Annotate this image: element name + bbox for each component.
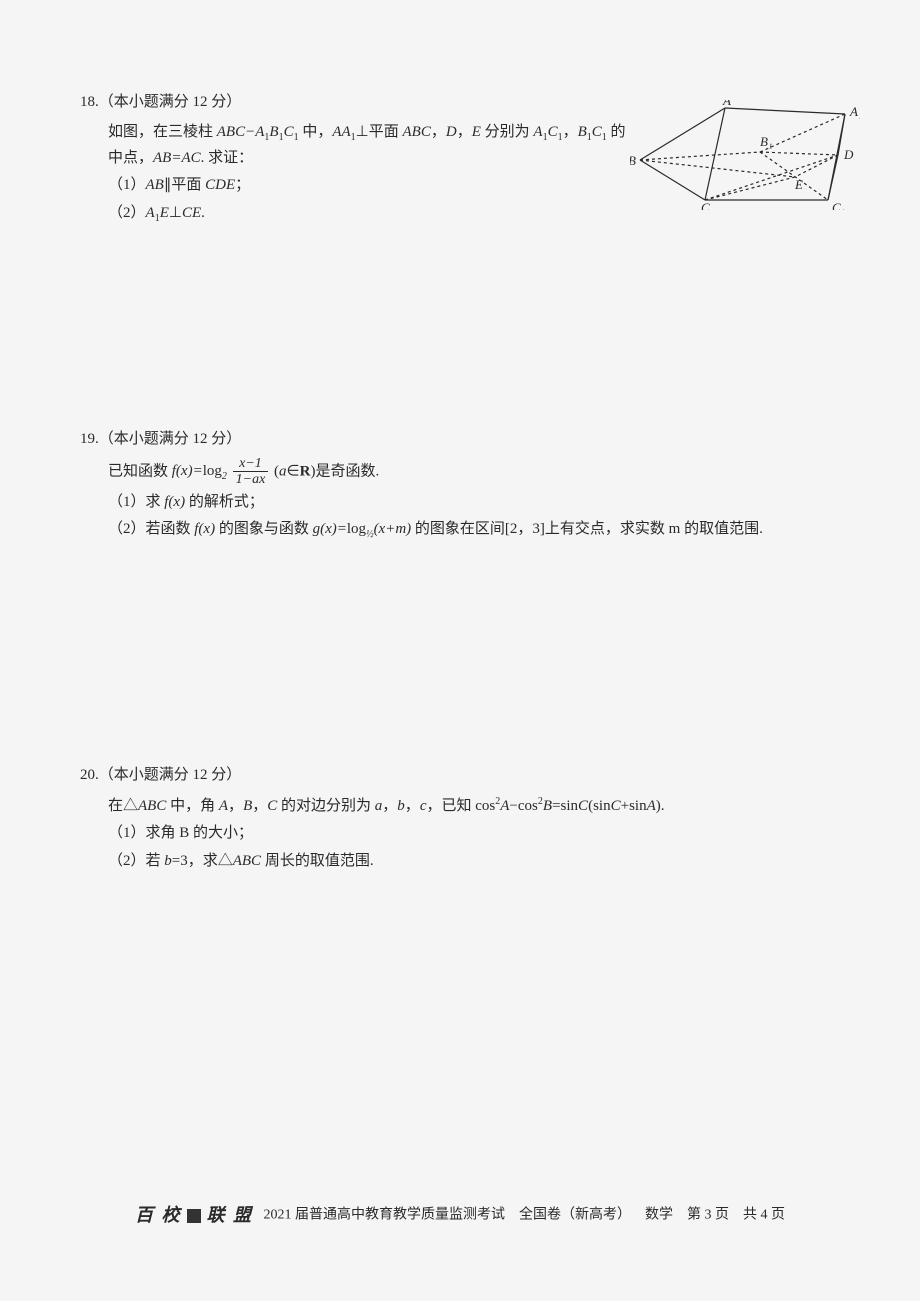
footer-icon: [187, 1209, 201, 1223]
problem-18-body: AA₁BB₁CC₁DE 如图，在三棱柱 ABC−A1B1C1 中，AA1⊥平面 …: [80, 120, 840, 227]
svg-text:A: A: [722, 100, 731, 108]
problem-18: 18.（本小题满分 12 分） AA₁BB₁CC₁DE 如图，在三棱柱 ABC−…: [80, 90, 840, 227]
score-label: （本小题满分 12 分）: [99, 431, 242, 447]
problem-19-statement: 已知函数 f(x)=log2 x−1 1−ax (a∈R)是奇函数.: [108, 456, 840, 488]
problem-19-body: 已知函数 f(x)=log2 x−1 1−ax (a∈R)是奇函数. （1）求 …: [80, 456, 840, 543]
page-footer: 百 校 联 盟 2021 届普通高中教育教学质量监测考试 全国卷（新高考） 数学…: [0, 1200, 920, 1231]
svg-text:C₁: C₁: [832, 200, 845, 210]
score-label: （本小题满分 12 分）: [99, 767, 242, 783]
func-g: g(x)=log½(x+m): [313, 521, 412, 537]
footer-paper-type: 全国卷（新高考）: [519, 1208, 631, 1223]
problem-19-part-2: （2）若函数 f(x) 的图象与函数 g(x)=log½(x+m) 的图象在区间…: [108, 517, 840, 543]
problem-number: 18.: [80, 94, 99, 110]
footer-subject: 数学: [645, 1208, 673, 1223]
problem-number: 20.: [80, 767, 99, 783]
footer-page-total: 共 4 页: [743, 1208, 785, 1223]
statement-suffix: (a∈R)是奇函数.: [274, 463, 379, 479]
problem-20-header: 20.（本小题满分 12 分）: [80, 763, 840, 789]
svg-text:E: E: [794, 177, 803, 192]
svg-text:D: D: [843, 147, 854, 162]
problem-number: 19.: [80, 431, 99, 447]
func-f: f(x)=log2: [172, 463, 227, 479]
footer-page-cur: 第 3 页: [687, 1208, 729, 1223]
prism-figure: A A₁ B B₁ C C₁ D E: [630, 100, 860, 210]
problem-20-part-1: （1）求角 B 的大小；: [108, 821, 840, 847]
problem-20-body: 在△ABC 中，角 A，B，C 的对边分别为 a，b，c，已知 cos2A−co…: [80, 793, 840, 875]
problem-19-header: 19.（本小题满分 12 分）: [80, 427, 840, 453]
svg-text:B₁: B₁: [760, 134, 772, 149]
problem-20-part-2: （2）若 b=3，求△ABC 周长的取值范围.: [108, 849, 840, 875]
footer-logo-2: 联 盟: [207, 1200, 254, 1231]
svg-text:C: C: [701, 200, 710, 210]
problem-19: 19.（本小题满分 12 分） 已知函数 f(x)=log2 x−1 1−ax …: [80, 427, 840, 544]
problem-20-statement: 在△ABC 中，角 A，B，C 的对边分别为 a，b，c，已知 cos2A−co…: [108, 793, 840, 820]
p19-s2-prefix: （2）若函数 f(x) 的图象与函数: [108, 521, 313, 537]
fraction: x−1 1−ax: [233, 456, 269, 488]
problem-20: 20.（本小题满分 12 分） 在△ABC 中，角 A，B，C 的对边分别为 a…: [80, 763, 840, 874]
p19-s2-suffix: 的图象在区间[2，3]上有交点，求实数 m 的取值范围.: [415, 521, 763, 537]
statement-prefix: 已知函数: [108, 463, 172, 479]
frac-den: 1−ax: [233, 472, 269, 487]
problem-19-part-1: （1）求 f(x) 的解析式；: [108, 490, 840, 516]
footer-logo-1: 百 校: [135, 1200, 182, 1231]
svg-text:B: B: [630, 153, 636, 168]
score-label: （本小题满分 12 分）: [99, 94, 242, 110]
footer-exam: 2021 届普通高中教育教学质量监测考试: [264, 1208, 506, 1223]
svg-text:A₁: A₁: [849, 104, 860, 119]
frac-num: x−1: [233, 456, 269, 472]
